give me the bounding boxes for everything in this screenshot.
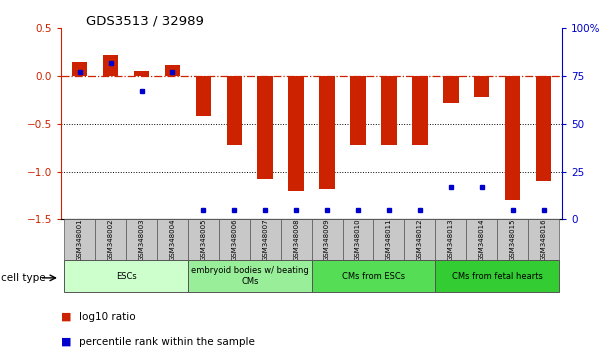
FancyBboxPatch shape	[64, 219, 95, 260]
Text: GSM348012: GSM348012	[417, 218, 423, 261]
FancyBboxPatch shape	[219, 219, 250, 260]
Bar	[196, 76, 211, 116]
Text: GSM348016: GSM348016	[541, 218, 547, 261]
FancyBboxPatch shape	[188, 219, 219, 260]
Text: GSM348011: GSM348011	[386, 218, 392, 261]
FancyBboxPatch shape	[250, 219, 280, 260]
Text: GSM348010: GSM348010	[355, 218, 361, 261]
Text: GSM348004: GSM348004	[169, 218, 175, 261]
Text: cell type: cell type	[1, 273, 46, 283]
Text: GSM348008: GSM348008	[293, 218, 299, 261]
Text: GSM348009: GSM348009	[324, 218, 330, 261]
Text: GSM348013: GSM348013	[448, 218, 454, 261]
FancyBboxPatch shape	[312, 219, 343, 260]
FancyBboxPatch shape	[404, 219, 435, 260]
FancyBboxPatch shape	[528, 219, 559, 260]
Text: GSM348007: GSM348007	[262, 218, 268, 261]
FancyBboxPatch shape	[312, 260, 435, 292]
Bar	[320, 76, 335, 189]
Bar	[536, 76, 551, 181]
FancyBboxPatch shape	[497, 219, 528, 260]
Bar	[505, 76, 521, 200]
Text: ■: ■	[61, 337, 71, 347]
Text: percentile rank within the sample: percentile rank within the sample	[79, 337, 255, 347]
FancyBboxPatch shape	[280, 219, 312, 260]
Bar	[165, 65, 180, 76]
Text: ■: ■	[61, 312, 71, 322]
FancyBboxPatch shape	[435, 260, 559, 292]
Bar	[72, 62, 87, 76]
Text: ESCs: ESCs	[115, 272, 136, 281]
Bar	[381, 76, 397, 145]
Text: GSM348001: GSM348001	[76, 218, 82, 261]
FancyBboxPatch shape	[466, 219, 497, 260]
Text: CMs from ESCs: CMs from ESCs	[342, 272, 405, 281]
Bar	[474, 76, 489, 97]
Bar	[288, 76, 304, 191]
Text: GDS3513 / 32989: GDS3513 / 32989	[86, 14, 204, 27]
FancyBboxPatch shape	[64, 260, 188, 292]
Bar	[134, 72, 149, 76]
Text: CMs from fetal hearts: CMs from fetal hearts	[452, 272, 543, 281]
Text: GSM348015: GSM348015	[510, 218, 516, 261]
Bar	[412, 76, 428, 145]
FancyBboxPatch shape	[188, 260, 312, 292]
Bar	[257, 76, 273, 179]
Bar	[350, 76, 366, 145]
Bar	[443, 76, 458, 103]
FancyBboxPatch shape	[343, 219, 373, 260]
FancyBboxPatch shape	[126, 219, 157, 260]
Text: GSM348014: GSM348014	[478, 218, 485, 261]
FancyBboxPatch shape	[373, 219, 404, 260]
Text: GSM348006: GSM348006	[232, 218, 237, 261]
Text: log10 ratio: log10 ratio	[79, 312, 136, 322]
Text: GSM348005: GSM348005	[200, 218, 207, 261]
Bar	[227, 76, 242, 145]
Text: embryoid bodies w/ beating
CMs: embryoid bodies w/ beating CMs	[191, 267, 309, 286]
Bar	[103, 55, 119, 76]
FancyBboxPatch shape	[157, 219, 188, 260]
Text: GSM348002: GSM348002	[108, 218, 114, 261]
FancyBboxPatch shape	[435, 219, 466, 260]
FancyBboxPatch shape	[95, 219, 126, 260]
Text: GSM348003: GSM348003	[139, 218, 145, 261]
